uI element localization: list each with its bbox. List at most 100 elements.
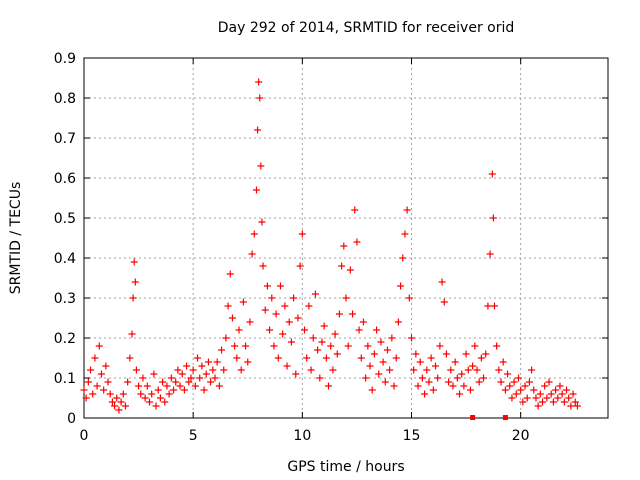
data-point [351, 206, 359, 214]
data-point [298, 230, 306, 238]
data-point [161, 398, 169, 406]
y-tick-label: 0.8 [54, 91, 76, 107]
data-point [449, 382, 457, 390]
data-point [307, 366, 315, 374]
x-axis-ticks: 0 5 10 15 20 [80, 58, 530, 444]
data-point [163, 382, 171, 390]
data-point [359, 318, 367, 326]
y-tick-label: 0.4 [54, 251, 76, 267]
data-point [231, 342, 239, 350]
data-point [425, 378, 433, 386]
data-point [228, 314, 236, 322]
data-point [432, 362, 440, 370]
data-point [473, 366, 481, 374]
grid-lines [84, 57, 608, 418]
data-point [93, 382, 101, 390]
data-point [314, 346, 322, 354]
data-point [200, 386, 208, 394]
data-point [320, 322, 328, 330]
x-tick-label: 10 [293, 428, 311, 444]
data-point [510, 378, 518, 386]
data-point [176, 382, 184, 390]
data-point [460, 382, 468, 390]
data-point [482, 350, 490, 358]
data-point [124, 378, 132, 386]
data-point [567, 402, 575, 410]
data-point [263, 282, 271, 290]
data-point [128, 330, 136, 338]
data-point [256, 94, 264, 102]
data-point [333, 350, 341, 358]
data-point [342, 294, 350, 302]
y-axis-label: SRMTID / TECUs [8, 182, 24, 295]
data-point [148, 390, 156, 398]
data-point [375, 370, 383, 378]
data-point [82, 394, 90, 402]
data-point [335, 310, 343, 318]
chart-title: Day 292 of 2014, SRMTID for receiver ori… [218, 20, 515, 36]
data-point [408, 334, 415, 342]
data-point [156, 394, 164, 402]
data-point [519, 398, 527, 406]
data-point [274, 354, 282, 362]
data-point [392, 354, 400, 362]
data-point [560, 398, 568, 406]
data-point [296, 262, 304, 270]
data-point [191, 382, 199, 390]
data-point [414, 382, 422, 390]
data-points [80, 78, 581, 414]
data-point [344, 342, 352, 350]
data-point [233, 354, 241, 362]
data-point [368, 386, 376, 394]
data-point [209, 366, 217, 374]
data-point [423, 366, 431, 374]
data-point [95, 342, 103, 350]
data-point [346, 266, 354, 274]
data-point [514, 374, 522, 382]
data-point [220, 366, 228, 374]
data-point [517, 386, 525, 394]
data-point [165, 390, 173, 398]
y-tick-label: 0.1 [54, 371, 76, 387]
data-point [303, 354, 311, 362]
data-point [255, 78, 263, 86]
data-point [573, 402, 581, 410]
data-point [364, 342, 372, 350]
data-point [111, 402, 119, 410]
data-point [194, 354, 202, 362]
data-point [390, 382, 398, 390]
data-point [539, 398, 546, 406]
data-point [329, 366, 337, 374]
y-tick-label: 0.6 [54, 171, 76, 187]
data-point [530, 386, 538, 394]
data-point [508, 394, 516, 402]
data-point [379, 358, 387, 366]
data-point [543, 394, 551, 402]
data-point [257, 162, 265, 170]
data-point [397, 282, 405, 290]
data-point [261, 306, 269, 314]
data-point [141, 394, 149, 402]
data-point [121, 402, 129, 410]
data-point [242, 342, 250, 350]
data-point [558, 390, 566, 398]
data-point [547, 390, 555, 398]
data-point [528, 366, 536, 374]
data-point [405, 294, 413, 302]
data-point [218, 346, 226, 354]
plot-frame [83, 57, 609, 419]
data-point [456, 390, 464, 398]
data-point [180, 386, 188, 394]
data-point [152, 402, 160, 410]
data-point [469, 362, 477, 370]
data-point [501, 386, 509, 394]
data-point [287, 338, 295, 346]
data-point [571, 398, 579, 406]
data-point [259, 262, 267, 270]
data-point [462, 350, 470, 358]
data-point [281, 302, 289, 310]
data-point [436, 342, 444, 350]
data-point [277, 282, 284, 290]
data-point [139, 374, 147, 382]
data-point [106, 390, 114, 398]
